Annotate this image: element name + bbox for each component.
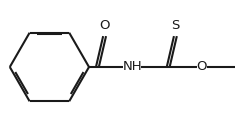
Text: O: O xyxy=(196,60,207,74)
Text: O: O xyxy=(99,19,110,32)
Text: S: S xyxy=(171,19,179,32)
Text: NH: NH xyxy=(122,60,142,74)
